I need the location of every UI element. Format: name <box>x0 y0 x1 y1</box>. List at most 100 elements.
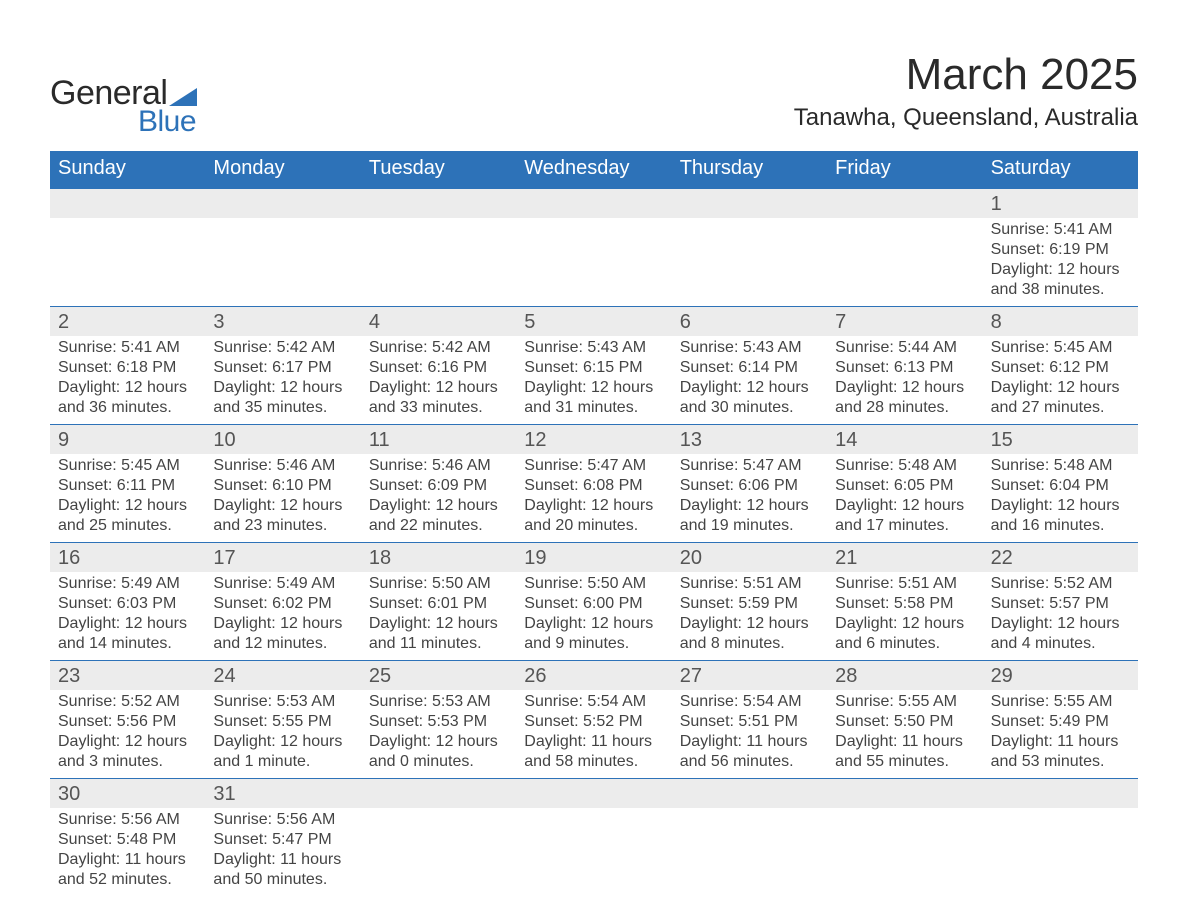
sunset-line: Sunset: 6:10 PM <box>213 476 352 496</box>
day-number-cell: 4 <box>361 306 516 336</box>
daylight-line-2: and 58 minutes. <box>524 752 663 772</box>
day-number-cell <box>827 188 982 218</box>
sunset-line: Sunset: 6:16 PM <box>369 358 508 378</box>
daylight-line-2: and 4 minutes. <box>991 634 1130 654</box>
title-block: March 2025 Tanawha, Queensland, Australi… <box>794 50 1138 132</box>
sunrise-line: Sunrise: 5:42 AM <box>213 338 352 358</box>
sunset-line: Sunset: 5:58 PM <box>835 594 974 614</box>
day-body-cell: Sunrise: 5:46 AMSunset: 6:09 PMDaylight:… <box>361 454 516 542</box>
daylight-line-2: and 55 minutes. <box>835 752 974 772</box>
sunrise-line: Sunrise: 5:50 AM <box>369 574 508 594</box>
weekday-header: Saturday <box>983 151 1138 188</box>
weekday-header: Sunday <box>50 151 205 188</box>
day-number-cell: 6 <box>672 306 827 336</box>
day-number: 19 <box>516 543 671 572</box>
day-body-cell <box>672 218 827 306</box>
daylight-line-2: and 35 minutes. <box>213 398 352 418</box>
day-number: 1 <box>983 189 1138 218</box>
daylight-line-1: Daylight: 12 hours <box>213 614 352 634</box>
daylight-line-2: and 52 minutes. <box>58 870 197 890</box>
daylight-line-2: and 33 minutes. <box>369 398 508 418</box>
daylight-line-2: and 17 minutes. <box>835 516 974 536</box>
daylight-line-2: and 28 minutes. <box>835 398 974 418</box>
day-body-cell: Sunrise: 5:47 AMSunset: 6:06 PMDaylight:… <box>672 454 827 542</box>
daylight-line-2: and 11 minutes. <box>369 634 508 654</box>
day-body-cell: Sunrise: 5:42 AMSunset: 6:16 PMDaylight:… <box>361 336 516 424</box>
sunrise-line: Sunrise: 5:51 AM <box>835 574 974 594</box>
day-number: 21 <box>827 543 982 572</box>
daylight-line-2: and 27 minutes. <box>991 398 1130 418</box>
sunrise-line: Sunrise: 5:48 AM <box>991 456 1130 476</box>
day-number-cell: 29 <box>983 660 1138 690</box>
day-number-cell: 8 <box>983 306 1138 336</box>
daylight-line-1: Daylight: 12 hours <box>835 378 974 398</box>
daylight-line-2: and 50 minutes. <box>213 870 352 890</box>
brand-logo: General Blue <box>50 50 197 139</box>
daylight-line-2: and 0 minutes. <box>369 752 508 772</box>
sunrise-line: Sunrise: 5:47 AM <box>680 456 819 476</box>
day-number-cell: 14 <box>827 424 982 454</box>
day-number: 14 <box>827 425 982 454</box>
weekday-header: Tuesday <box>361 151 516 188</box>
daylight-line-2: and 6 minutes. <box>835 634 974 654</box>
day-number: 15 <box>983 425 1138 454</box>
day-number: 5 <box>516 307 671 336</box>
day-body-cell: Sunrise: 5:41 AMSunset: 6:19 PMDaylight:… <box>983 218 1138 306</box>
daylight-line-2: and 38 minutes. <box>991 280 1130 300</box>
daylight-line-1: Daylight: 12 hours <box>213 496 352 516</box>
sunset-line: Sunset: 6:11 PM <box>58 476 197 496</box>
day-number-cell: 24 <box>205 660 360 690</box>
day-body-cell: Sunrise: 5:55 AMSunset: 5:50 PMDaylight:… <box>827 690 982 778</box>
day-number: 20 <box>672 543 827 572</box>
day-body-cell <box>361 808 516 896</box>
daylight-line-2: and 25 minutes. <box>58 516 197 536</box>
day-body-cell: Sunrise: 5:42 AMSunset: 6:17 PMDaylight:… <box>205 336 360 424</box>
day-body-cell <box>827 808 982 896</box>
daylight-line-1: Daylight: 12 hours <box>213 378 352 398</box>
sunset-line: Sunset: 5:49 PM <box>991 712 1130 732</box>
daylight-line-1: Daylight: 12 hours <box>991 496 1130 516</box>
day-body-cell: Sunrise: 5:56 AMSunset: 5:47 PMDaylight:… <box>205 808 360 896</box>
day-number-cell: 27 <box>672 660 827 690</box>
day-body-cell <box>516 218 671 306</box>
day-number: 22 <box>983 543 1138 572</box>
sunrise-line: Sunrise: 5:41 AM <box>991 220 1130 240</box>
daylight-line-1: Daylight: 12 hours <box>369 732 508 752</box>
day-number-cell: 30 <box>50 778 205 808</box>
day-number-cell: 2 <box>50 306 205 336</box>
sunset-line: Sunset: 5:48 PM <box>58 830 197 850</box>
sunrise-line: Sunrise: 5:53 AM <box>369 692 508 712</box>
sunset-line: Sunset: 6:17 PM <box>213 358 352 378</box>
day-number-cell <box>50 188 205 218</box>
day-number: 27 <box>672 661 827 690</box>
daylight-line-1: Daylight: 11 hours <box>835 732 974 752</box>
day-number: 17 <box>205 543 360 572</box>
day-number: 4 <box>361 307 516 336</box>
day-number: 6 <box>672 307 827 336</box>
sunset-line: Sunset: 6:19 PM <box>991 240 1130 260</box>
day-body-cell <box>827 218 982 306</box>
day-number: 31 <box>205 779 360 808</box>
day-number-cell: 31 <box>205 778 360 808</box>
sunset-line: Sunset: 6:01 PM <box>369 594 508 614</box>
calendar-grid: SundayMondayTuesdayWednesdayThursdayFrid… <box>50 151 1138 896</box>
sunrise-line: Sunrise: 5:54 AM <box>680 692 819 712</box>
day-number-cell: 9 <box>50 424 205 454</box>
day-number-cell: 1 <box>983 188 1138 218</box>
sunrise-line: Sunrise: 5:46 AM <box>369 456 508 476</box>
sunrise-line: Sunrise: 5:41 AM <box>58 338 197 358</box>
daylight-line-2: and 53 minutes. <box>991 752 1130 772</box>
day-number: 10 <box>205 425 360 454</box>
daylight-line-1: Daylight: 11 hours <box>991 732 1130 752</box>
day-number: 7 <box>827 307 982 336</box>
daylight-line-2: and 30 minutes. <box>680 398 819 418</box>
day-number-cell <box>516 188 671 218</box>
daylight-line-1: Daylight: 12 hours <box>369 614 508 634</box>
day-body-cell: Sunrise: 5:43 AMSunset: 6:14 PMDaylight:… <box>672 336 827 424</box>
day-number-cell <box>361 188 516 218</box>
sunset-line: Sunset: 6:00 PM <box>524 594 663 614</box>
day-number-cell: 13 <box>672 424 827 454</box>
sunset-line: Sunset: 6:03 PM <box>58 594 197 614</box>
day-number-cell <box>205 188 360 218</box>
daylight-line-1: Daylight: 11 hours <box>680 732 819 752</box>
